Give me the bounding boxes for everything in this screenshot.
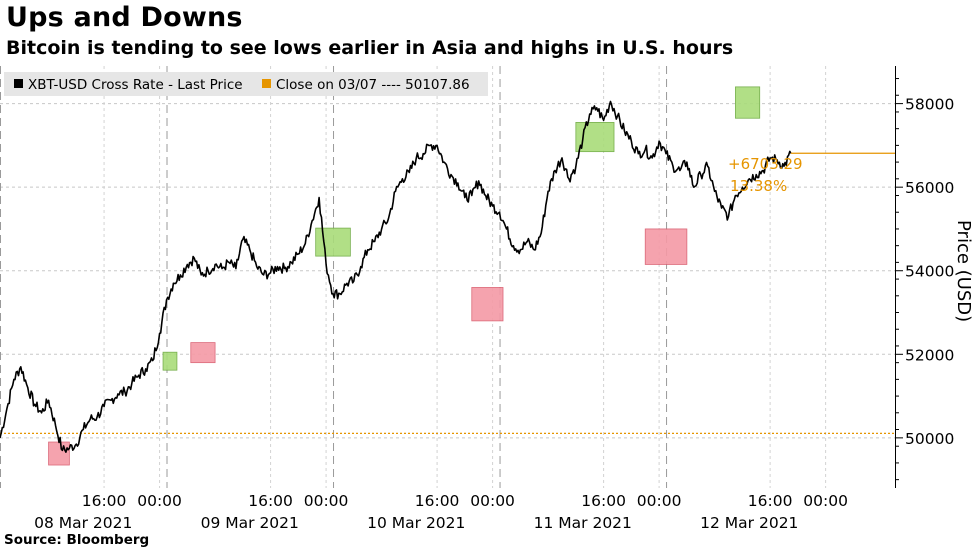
- x-tick-label: 16:00: [248, 492, 293, 510]
- y-tick-label: 56000: [905, 179, 954, 197]
- y-tick-label: 50000: [905, 430, 954, 448]
- price-series-line: [0, 100, 792, 453]
- low-highlight-box: [48, 441, 70, 466]
- low-highlight-box: [190, 342, 216, 364]
- legend: XBT-USD Cross Rate - Last Price Close on…: [4, 72, 488, 96]
- x-tick-label: 00:00: [470, 492, 515, 510]
- highlight-boxes: [48, 86, 761, 466]
- x-tick-label: 16:00: [415, 492, 460, 510]
- legend-series-label: XBT-USD Cross Rate - Last Price: [28, 77, 243, 93]
- grid-layer: [0, 66, 895, 488]
- high-highlight-box: [162, 351, 178, 371]
- x-tick-label: 00:00: [137, 492, 182, 510]
- source-note: Source: Bloomberg: [4, 532, 150, 548]
- legend-close-swatch: [262, 79, 271, 88]
- change-percent-label: 13.38%: [730, 177, 787, 195]
- high-highlight-box: [735, 86, 761, 119]
- low-highlight-box: [471, 287, 504, 322]
- x-tick-label: 00:00: [304, 492, 349, 510]
- y-tick-label: 54000: [905, 263, 954, 281]
- x-tick-label: 00:00: [637, 492, 682, 510]
- y-axis-label: Price (USD): [953, 220, 974, 322]
- axis-layer: 50000 52000 54000 56000 58000 16:00 00:00 16:00…: [34, 66, 954, 532]
- legend-series-swatch: [14, 79, 23, 88]
- x-tick-label: 16:00: [581, 492, 626, 510]
- x-date-label: 08 Mar 2021: [34, 514, 132, 532]
- chart-title: Ups and Downs: [6, 2, 243, 33]
- x-date-label: 12 Mar 2021: [700, 514, 798, 532]
- x-tick-label: 16:00: [82, 492, 127, 510]
- chart-subtitle: Bitcoin is tending to see lows earlier i…: [6, 37, 734, 59]
- legend-close-label: Close on 03/07 ---- 50107.86: [276, 77, 470, 93]
- x-date-label: 11 Mar 2021: [534, 514, 632, 532]
- x-date-label: 10 Mar 2021: [367, 514, 465, 532]
- low-highlight-box: [644, 228, 688, 265]
- x-date-label: 09 Mar 2021: [201, 514, 299, 532]
- y-tick-label: 52000: [905, 346, 954, 364]
- change-absolute-label: +6703.29: [728, 155, 803, 173]
- x-tick-label: 16:00: [748, 492, 793, 510]
- legend-background: [4, 72, 488, 96]
- x-tick-label: 00:00: [803, 492, 848, 510]
- y-tick-label: 58000: [905, 96, 954, 114]
- price-line-layer: [0, 100, 895, 453]
- high-highlight-box: [315, 227, 351, 257]
